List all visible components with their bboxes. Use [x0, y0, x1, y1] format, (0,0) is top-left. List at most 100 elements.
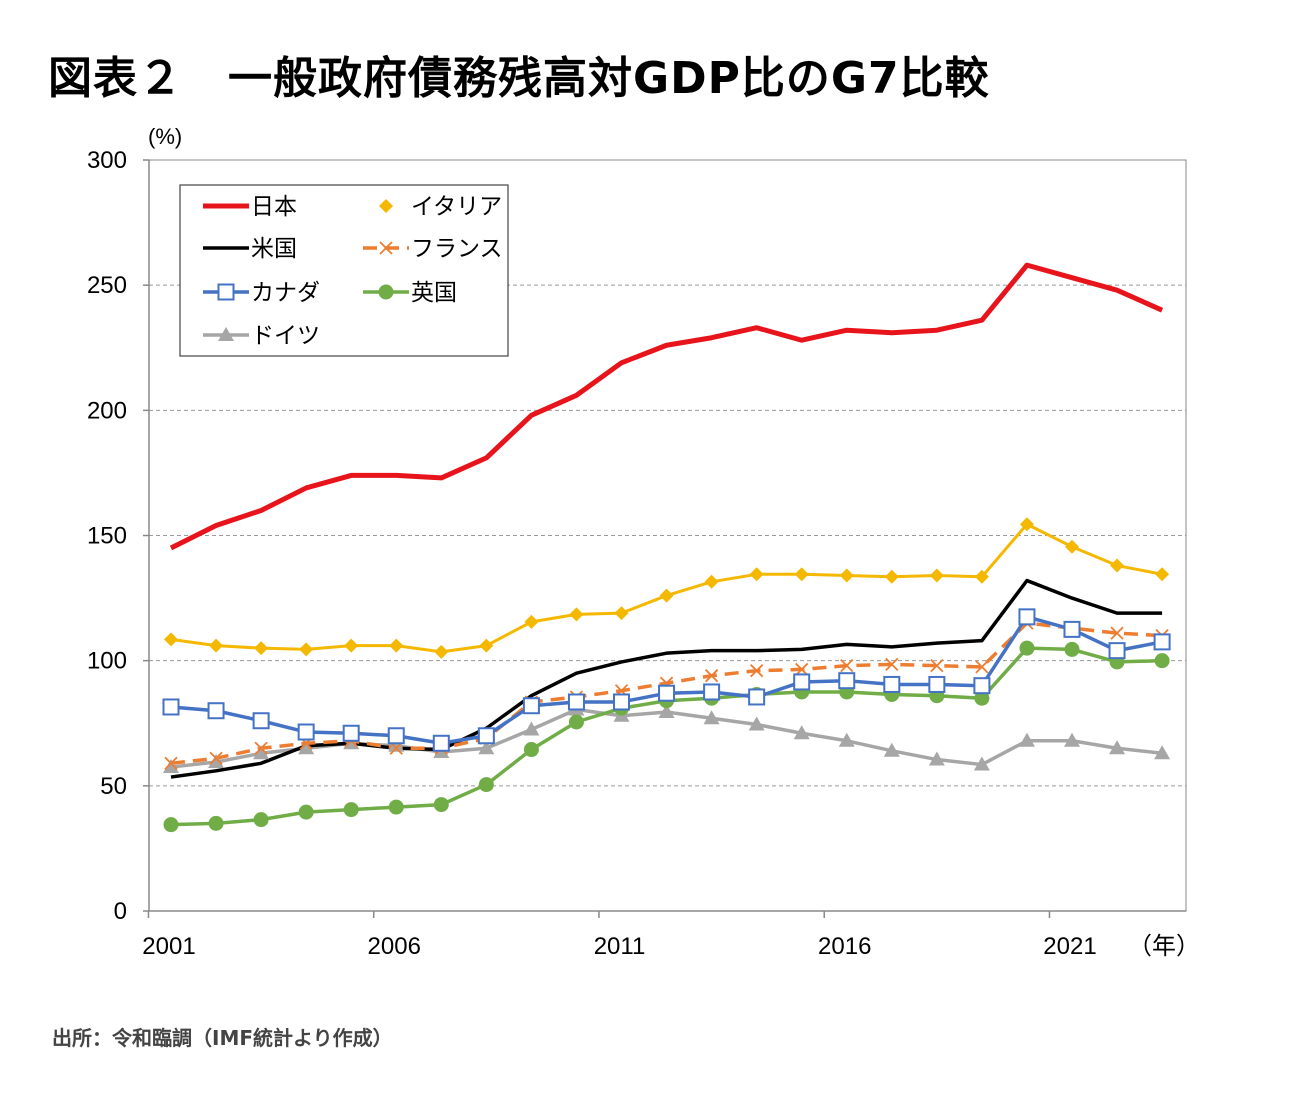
data-point-フランス: [930, 659, 944, 673]
data-point-ドイツ: [1109, 740, 1126, 755]
legend-label: フランス: [411, 235, 503, 261]
legend-item-カナダ: カナダ: [203, 279, 320, 305]
data-point-ドイツ: [928, 751, 945, 766]
data-point-イタリア: [164, 632, 178, 647]
x-tick-label: 2011: [594, 933, 646, 960]
y-tick-label: 150: [87, 523, 127, 550]
data-point-カナダ: [1108, 642, 1126, 660]
y-tick-labels: 0 50 100 150 200 250 300: [87, 147, 149, 925]
data-point-英国: [388, 799, 404, 815]
data-point-英国: [298, 804, 314, 820]
data-point-フランス: [885, 657, 899, 672]
data-point-カナダ: [252, 712, 270, 730]
data-point-フランス: [750, 664, 764, 678]
data-point-ドイツ: [523, 721, 540, 736]
data-point-英国: [253, 812, 269, 828]
data-point-フランス: [704, 669, 719, 683]
y-tick-label: 50: [100, 773, 127, 800]
data-point-フランス: [254, 741, 268, 755]
data-point-英国: [208, 815, 224, 831]
legend-box: [179, 184, 509, 357]
chart-title: 図表２ 一般政府債務残高対GDP比のG7比較: [48, 53, 990, 104]
data-point-カナダ: [477, 727, 495, 745]
data-point-英国: [1154, 653, 1170, 669]
data-point-フランス: [389, 741, 403, 755]
data-point-イタリア: [209, 638, 224, 653]
data-point-イタリア: [929, 568, 944, 583]
data-point-イタリア: [254, 641, 269, 656]
data-point-イタリア: [569, 607, 584, 622]
legend-label: 日本: [251, 193, 297, 219]
legend-item-ドイツ: ドイツ: [203, 322, 320, 348]
data-point-イタリア: [1019, 517, 1034, 532]
data-point-ドイツ: [703, 710, 720, 725]
x-tick-label: 2021: [1043, 933, 1096, 960]
data-point-イタリア: [1065, 539, 1079, 554]
data-point-カナダ: [567, 693, 585, 711]
data-point-ドイツ: [478, 740, 495, 755]
data-point-英国: [974, 690, 990, 706]
y-tick-label: 0: [114, 898, 127, 925]
legend-label: 米国: [251, 235, 297, 261]
legend-label: イタリア: [411, 193, 502, 219]
data-point-イタリア: [749, 567, 764, 582]
data-point-カナダ: [162, 698, 180, 716]
y-tick-label: 200: [87, 397, 127, 424]
data-point-英国: [163, 817, 179, 833]
legend-item-イタリア: イタリア: [379, 193, 502, 219]
y-tick-label: 300: [87, 147, 127, 174]
data-point-英国: [343, 802, 359, 818]
data-point-英国: [478, 777, 494, 793]
data-point-イタリア: [704, 574, 719, 589]
legend-marker: [379, 199, 393, 213]
data-point-ドイツ: [388, 737, 405, 752]
data-point-ドイツ: [748, 716, 765, 731]
y-axis-label: (%): [148, 124, 182, 149]
data-point-イタリア: [299, 642, 314, 657]
x-tick-label: 2006: [368, 933, 421, 960]
data-point-カナダ: [432, 734, 450, 752]
data-point-英国: [1019, 640, 1035, 656]
data-point-ドイツ: [163, 759, 179, 774]
legend-marker: [218, 327, 234, 341]
x-tick-label: 2016: [818, 933, 871, 960]
data-point-カナダ: [838, 672, 856, 690]
legend-item-フランス: フランス: [363, 235, 503, 261]
data-point-イタリア: [434, 644, 449, 659]
data-point-ドイツ: [883, 742, 900, 757]
legend-label: ドイツ: [251, 322, 320, 348]
data-point-英国: [523, 742, 539, 758]
data-point-ドイツ: [1154, 745, 1171, 760]
data-point-カナダ: [387, 727, 405, 745]
legend-item-日本: 日本: [203, 193, 297, 219]
data-point-フランス: [1110, 626, 1124, 640]
legend-item-英国: 英国: [363, 279, 457, 305]
data-point-イタリア: [344, 638, 359, 653]
y-tick-label: 250: [87, 272, 127, 299]
data-point-カナダ: [1153, 633, 1171, 651]
data-point-ドイツ: [208, 754, 225, 769]
data-point-カナダ: [928, 675, 946, 693]
data-point-カナダ: [522, 697, 540, 715]
data-point-カナダ: [658, 684, 676, 702]
data-point-フランス: [840, 659, 854, 673]
data-point-カナダ: [973, 677, 991, 695]
data-point-フランス: [795, 662, 809, 677]
data-point-カナダ: [748, 688, 766, 706]
data-point-イタリア: [1155, 567, 1170, 582]
data-point-フランス: [975, 660, 989, 674]
data-point-カナダ: [703, 683, 721, 701]
data-point-英国: [568, 714, 584, 730]
legend-marker: [379, 241, 393, 255]
source-note: 出所：令和臨調（IMF統計より作成）: [52, 1026, 393, 1050]
data-point-イタリア: [479, 638, 494, 653]
legend-label: カナダ: [251, 279, 320, 305]
data-point-フランス: [209, 751, 223, 765]
series-markers: [162, 517, 1171, 833]
data-point-イタリア: [659, 588, 674, 603]
data-point-イタリア: [974, 569, 989, 584]
series-line-米国: [170, 578, 1163, 779]
data-point-イタリア: [884, 569, 899, 584]
